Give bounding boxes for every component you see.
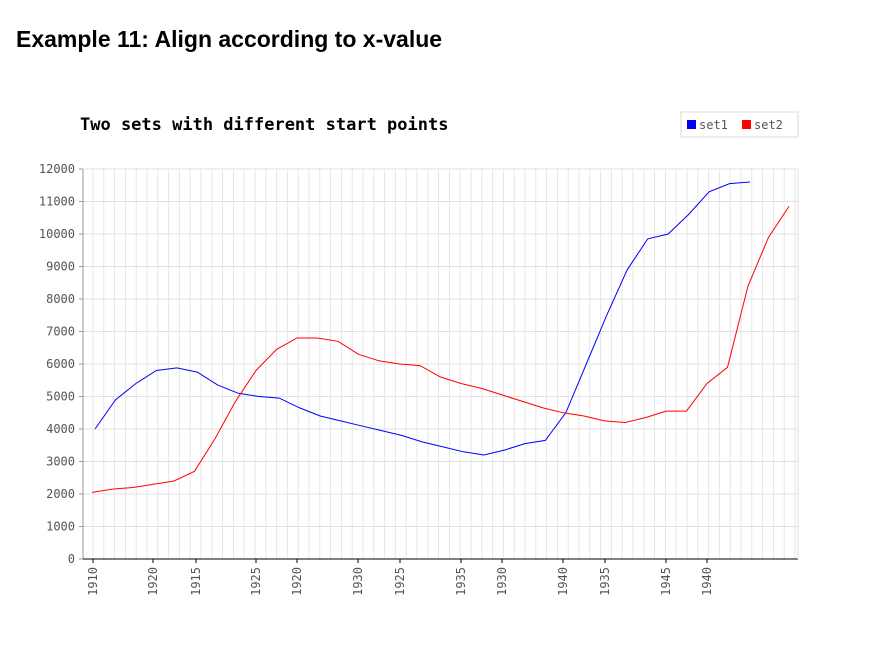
y-tick-label: 2000 — [46, 487, 75, 501]
chart-grid — [83, 168, 798, 559]
y-tick-label: 0 — [68, 552, 75, 566]
legend-label-set2: set2 — [754, 118, 783, 132]
x-tick-label: 1930 — [351, 567, 365, 596]
chart-title: Two sets with different start points — [80, 115, 448, 135]
y-tick-label: 8000 — [46, 292, 75, 306]
x-tick-labels: 1910 1920 1915 1925 1920 1930 1925 1935 1930 1940… — [86, 567, 714, 596]
x-tick-label: 1920 — [146, 567, 160, 596]
y-tick-labels: 0 1000 2000 3000 4000 5000 6000 7000 8000 9000 100… — [39, 162, 75, 566]
legend-swatch-set1 — [687, 120, 696, 129]
legend-swatch-set2 — [742, 120, 751, 129]
page-heading: Example 11: Align according to x-value — [16, 26, 443, 52]
legend-box — [680, 111, 799, 138]
y-tick-label: 3000 — [46, 455, 75, 469]
series-lines — [91, 181, 790, 493]
x-tick-label: 1910 — [86, 567, 100, 596]
x-tick-label: 1940 — [556, 567, 570, 596]
y-tick-label: 11000 — [39, 195, 75, 209]
x-tick-label: 1930 — [495, 567, 509, 596]
legend-label-set1: set1 — [699, 118, 728, 132]
series-line-set1 — [94, 181, 751, 456]
series-line-set2 — [91, 206, 790, 493]
y-tick-label: 6000 — [46, 357, 75, 371]
chart-legend: set1 set2 — [680, 111, 799, 138]
y-tick-label: 1000 — [46, 520, 75, 534]
y-tick-label: 5000 — [46, 390, 75, 404]
x-tick-label: 1945 — [659, 567, 673, 596]
x-tick-label: 1925 — [393, 567, 407, 596]
chart-axes — [79, 168, 799, 563]
y-tick-label: 12000 — [39, 162, 75, 176]
x-tick-label: 1920 — [290, 567, 304, 596]
x-tick-label: 1925 — [249, 567, 263, 596]
y-tick-label: 10000 — [39, 227, 75, 241]
y-tick-label: 9000 — [46, 260, 75, 274]
y-tick-label: 4000 — [46, 422, 75, 436]
x-tick-label: 1935 — [598, 567, 612, 596]
x-tick-label: 1915 — [189, 567, 203, 596]
x-tick-label: 1940 — [700, 567, 714, 596]
y-tick-label: 7000 — [46, 325, 75, 339]
x-tick-label: 1935 — [454, 567, 468, 596]
